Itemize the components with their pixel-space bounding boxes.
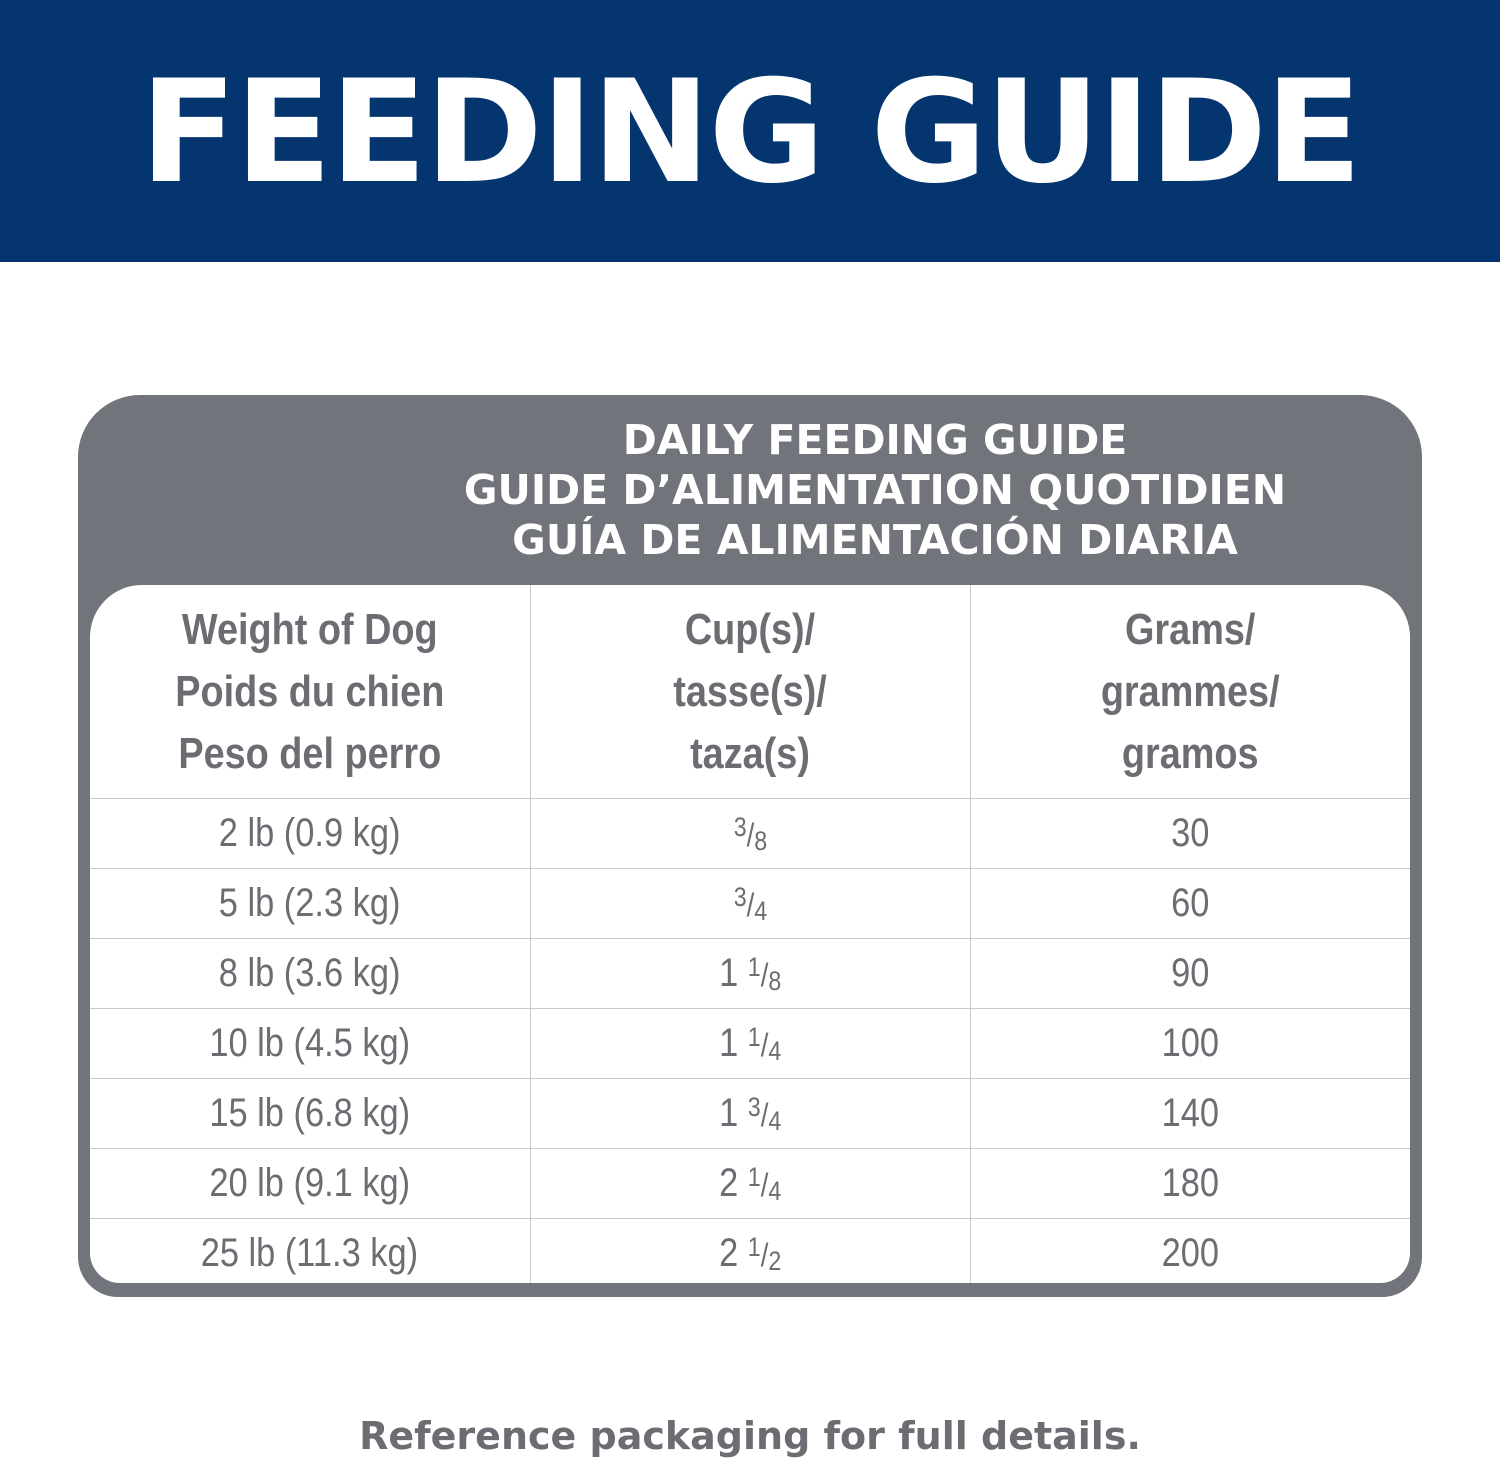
table-row: 25 lb (11.3 kg) 2 1/2 200 [90,1218,1410,1284]
cups-numerator: 3 [747,1091,761,1122]
weight-text: 15 lb (6.8 kg) [209,1091,411,1135]
cups-whole: 1 [718,1090,739,1135]
grams-text: 60 [1171,881,1210,925]
cups-denominator: 4 [768,1175,782,1206]
table-row: 8 lb (3.6 kg) 1 1/8 90 [90,938,1410,1009]
cups-numerator: 1 [747,1231,761,1262]
grams-text: 180 [1161,1161,1219,1205]
weight-cell: 10 lb (4.5 kg) [90,1008,530,1079]
cups-denominator: 8 [768,965,782,996]
column-header: Cup(s)/ tasse(s)/ taza(s) [560,585,940,799]
column-header-line: taza(s) [690,728,810,778]
cups-fraction: 3/4 [733,881,767,926]
weight-text: 2 lb (0.9 kg) [218,811,401,855]
weight-text: 8 lb (3.6 kg) [218,951,401,995]
cups-cell: 1 1/8 [529,938,970,1009]
column-header: Grams/grammes/gramos [1000,585,1380,799]
weight-cell: 25 lb (11.3 kg) [90,1219,530,1284]
grams-text: 90 [1171,951,1210,995]
cups-cell: 2 1/2 [529,1218,970,1283]
grams-cell: 100 [969,1008,1410,1079]
grams-cell: 140 [969,1078,1410,1149]
cups-fraction: 1 1/4 [718,1020,782,1066]
footer-note: Reference packaging for full details. [359,1414,1141,1458]
cups-denominator: 2 [768,1245,782,1276]
cups-whole: 2 [718,1230,739,1275]
cups-denominator: 8 [753,825,767,856]
weight-text: 5 lb (2.3 kg) [218,881,401,925]
cups-numerator: 3 [733,811,747,842]
panel-title-en: DAILY FEEDING GUIDE [622,416,1128,464]
weight-cell: 2 lb (0.9 kg) [90,798,530,869]
table-row: 10 lb (4.5 kg) 1 1/4 100 [90,1008,1410,1079]
feeding-table-container: Weight of Dog Poids du chien Peso del perr… [90,585,1410,1283]
grams-text: 100 [1161,1021,1219,1065]
weight-cell: 8 lb (3.6 kg) [90,938,530,1009]
weight-cell: 20 lb (9.1 kg) [90,1148,530,1219]
table-row: 20 lb (9.1 kg) 2 1/4 180 [90,1148,1410,1219]
cups-denominator: 4 [768,1035,782,1066]
grams-cell: 30 [969,798,1410,869]
cups-numerator: 3 [733,881,747,912]
column-header-line: Weight of Dog [181,604,438,654]
cups-fraction: 2 1/2 [718,1230,782,1276]
weight-text: 10 lb (4.5 kg) [209,1021,411,1065]
cups-numerator: 1 [747,951,761,982]
column-header-line: tasse(s)/ [673,666,827,716]
grams-cell: 200 [969,1218,1410,1283]
grams-cell: 90 [969,938,1410,1009]
table-row: 15 lb (6.8 kg) 1 3/4 140 [90,1078,1410,1149]
cups-fraction: 1 3/4 [718,1090,782,1136]
table-row: 2 lb (0.9 kg) 3/8 30 [90,798,1410,869]
column-header-line: Grams/ [1125,604,1256,654]
panel-title-fr: GUIDE D’ALIMENTATION QUOTIDIEN [463,466,1287,514]
cups-whole: 2 [718,1160,739,1205]
column-header-line: gramos [1121,728,1259,778]
cups-denominator: 4 [753,895,767,926]
panel-title-es: GUÍA DE ALIMENTACIÓN DIARIA [512,516,1238,564]
column-header: Weight of Dog Poids du chien Peso del perr… [120,585,500,799]
weight-text: 20 lb (9.1 kg) [209,1161,411,1205]
grams-text: 200 [1161,1231,1219,1275]
column-header-line: Poids du chien [175,666,445,716]
column-header-line: Cup(s)/ [684,604,816,654]
weight-text: 25 lb (11.3 kg) [201,1231,419,1275]
cups-cell: 2 1/4 [529,1148,970,1219]
cups-denominator: 4 [768,1105,782,1136]
cups-fraction: 2 1/4 [718,1160,782,1206]
table-row: 5 lb (2.3 kg) 3/4 60 [90,868,1410,939]
cups-cell: 3/4 [529,868,970,939]
column-header-line: grammes/ [1100,666,1280,716]
grams-text: 140 [1161,1091,1219,1135]
weight-cell: 5 lb (2.3 kg) [90,868,530,939]
title-banner: FEEDING GUIDE [0,0,1500,262]
grams-cell: 60 [969,868,1410,939]
weight-cell: 15 lb (6.8 kg) [90,1078,530,1149]
cups-cell: 1 1/4 [529,1008,970,1079]
cups-cell: 1 3/4 [529,1078,970,1149]
feeding-table: Weight of Dog Poids du chien Peso del perr… [90,585,1410,1283]
column-header-line: Peso del perro [178,728,442,778]
cups-whole: 1 [718,1020,739,1065]
panel-title: DAILY FEEDING GUIDE GUIDE D’ALIMENTATION… [378,415,1372,565]
cups-fraction: 3/8 [733,811,767,856]
grams-text: 30 [1171,811,1210,855]
cups-whole: 1 [718,950,739,995]
cups-numerator: 1 [747,1021,761,1052]
cups-numerator: 1 [747,1161,761,1192]
feeding-guide-panel: DAILY FEEDING GUIDE GUIDE D’ALIMENTATION… [78,395,1422,1297]
cups-cell: 3/8 [529,798,970,869]
page-title: FEEDING GUIDE [139,50,1362,215]
cups-fraction: 1 1/8 [718,950,782,996]
grams-cell: 180 [969,1148,1410,1219]
